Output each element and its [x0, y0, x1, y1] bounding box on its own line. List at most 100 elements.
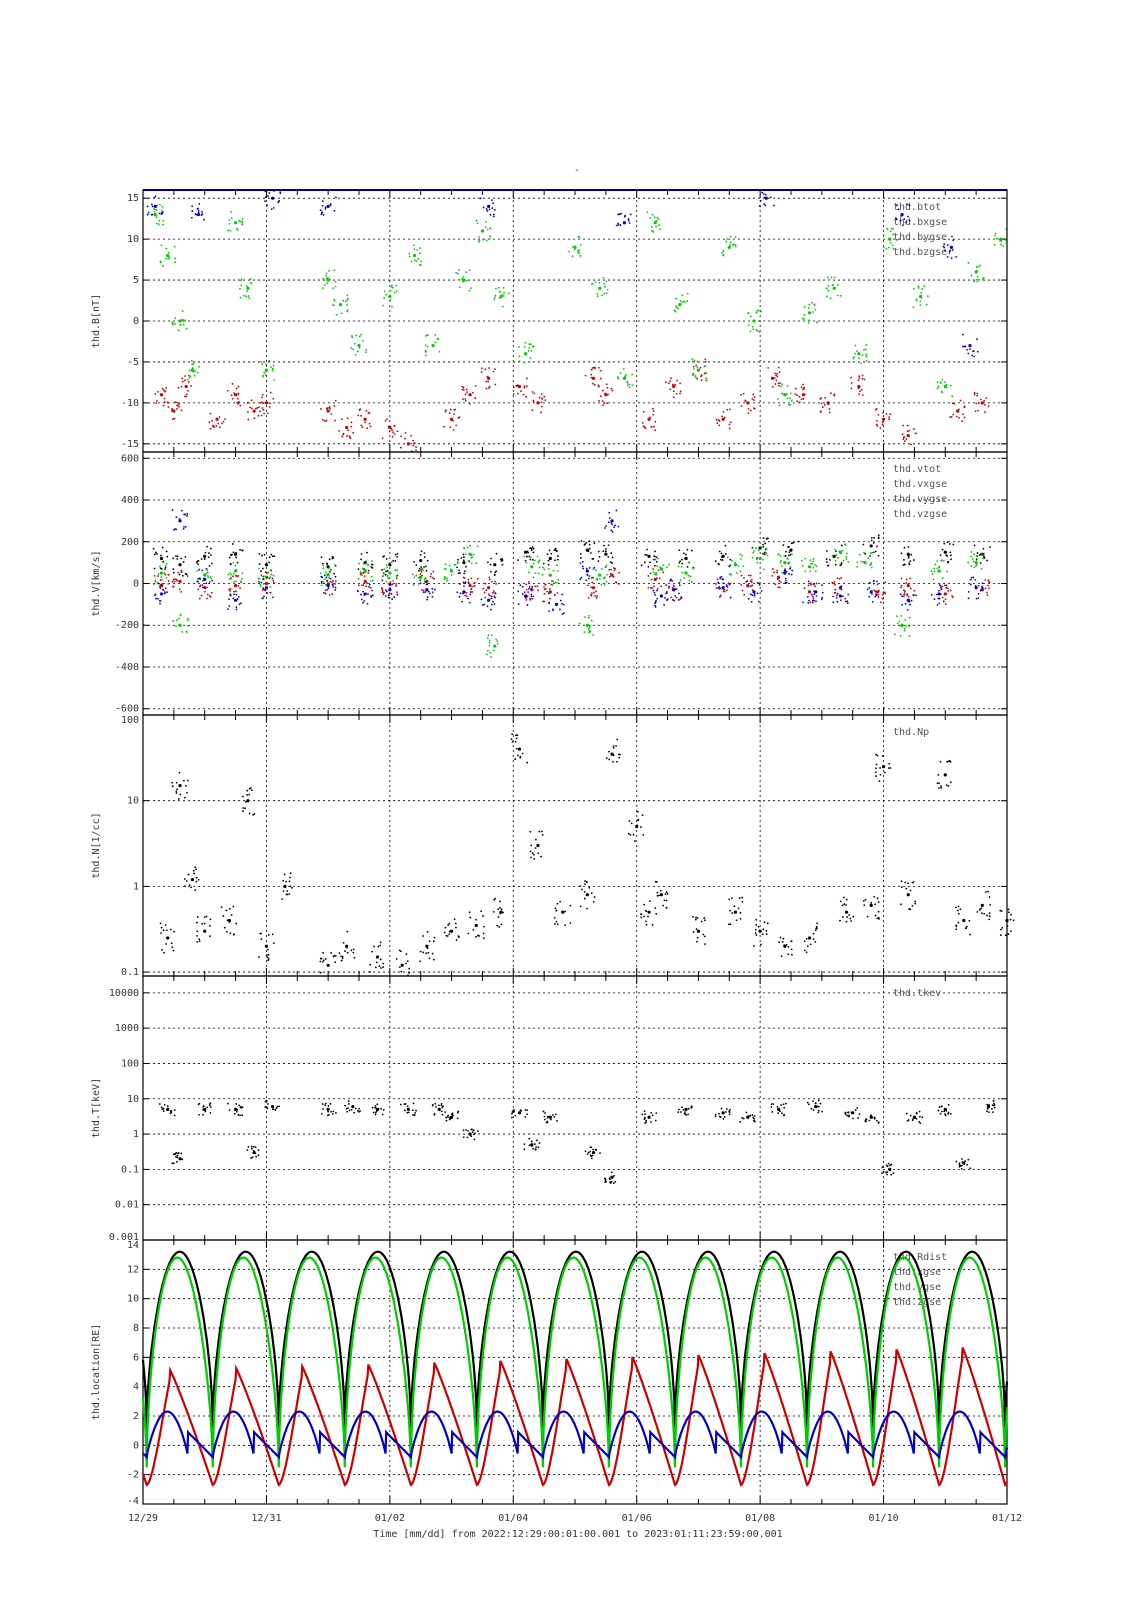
data-point — [755, 558, 758, 561]
data-point — [579, 553, 582, 555]
data-point — [976, 552, 979, 554]
data-point — [725, 240, 728, 243]
data-point — [530, 565, 534, 569]
data-point — [171, 321, 174, 324]
data-point — [483, 591, 486, 594]
data-point — [877, 536, 880, 539]
data-point — [725, 1108, 728, 1110]
data-point — [846, 916, 848, 918]
data-point — [196, 561, 198, 564]
data-point — [156, 552, 158, 555]
data-point — [892, 1172, 895, 1174]
data-point — [973, 355, 976, 358]
data-point — [209, 1112, 212, 1114]
data-point — [164, 591, 166, 594]
data-point — [576, 250, 579, 252]
data-point — [232, 562, 235, 564]
data-point — [254, 1146, 257, 1149]
data-point — [820, 410, 822, 413]
data-point — [462, 275, 465, 278]
data-point — [456, 591, 459, 594]
data-point — [427, 590, 430, 593]
data-point — [561, 602, 563, 605]
data-point — [371, 566, 374, 569]
data-point — [972, 350, 975, 353]
data-point — [320, 957, 323, 960]
data-point — [908, 603, 911, 606]
data-point — [973, 566, 976, 569]
data-point — [557, 578, 560, 581]
data-point — [385, 570, 387, 573]
data-point — [250, 1147, 253, 1150]
data-point — [599, 1152, 601, 1155]
data-point — [160, 244, 163, 247]
data-point — [961, 420, 963, 423]
data-point — [350, 425, 353, 428]
data-point — [477, 1130, 479, 1132]
data-point — [655, 1112, 658, 1115]
data-point — [677, 599, 680, 601]
data-point — [758, 929, 762, 933]
data-point — [631, 384, 634, 387]
data-point — [814, 1102, 817, 1105]
data-point — [273, 581, 275, 584]
data-point — [324, 206, 327, 209]
data-point — [765, 930, 768, 932]
data-point — [824, 396, 826, 399]
data-point — [751, 325, 754, 328]
data-point — [955, 928, 958, 931]
series-thd.vygse — [154, 543, 985, 658]
data-point — [588, 627, 590, 630]
data-point — [548, 602, 551, 605]
data-point — [771, 568, 774, 570]
data-point — [231, 382, 234, 385]
data-point — [848, 1114, 851, 1117]
data-point — [195, 213, 198, 216]
data-point — [381, 579, 384, 582]
data-point — [762, 552, 764, 555]
data-point — [674, 595, 677, 597]
data-point — [189, 375, 192, 378]
data-point — [468, 393, 472, 397]
data-point — [647, 565, 650, 568]
figure-title-mark: - — [574, 165, 580, 176]
data-point — [554, 907, 557, 910]
data-point — [237, 219, 240, 222]
data-point — [647, 1115, 651, 1119]
data-point — [769, 196, 772, 199]
data-point — [265, 954, 268, 957]
data-point — [848, 914, 851, 916]
data-point — [986, 1105, 991, 1109]
data-point — [939, 593, 942, 596]
data-point — [510, 738, 513, 741]
data-point — [228, 222, 231, 225]
data-point — [193, 872, 196, 875]
data-point — [242, 795, 244, 798]
data-point — [544, 1112, 546, 1114]
data-point — [783, 1114, 785, 1117]
data-point — [1005, 228, 1007, 231]
data-point — [1001, 926, 1004, 929]
data-point — [490, 656, 492, 658]
data-point — [678, 584, 681, 587]
data-point — [320, 556, 323, 559]
data-point — [329, 1102, 332, 1105]
data-point — [259, 410, 261, 413]
data-point — [218, 426, 221, 429]
data-point — [333, 954, 336, 957]
data-point — [986, 1103, 989, 1106]
data-point — [949, 760, 952, 763]
data-point — [197, 578, 200, 580]
data-point — [901, 595, 904, 597]
data-point — [600, 583, 603, 586]
data-point — [431, 587, 434, 590]
data-point — [871, 1116, 874, 1119]
data-point — [593, 591, 595, 594]
data-point — [874, 914, 877, 917]
data-point — [885, 412, 888, 415]
data-point — [840, 586, 842, 589]
data-point — [777, 366, 780, 369]
data-point — [804, 557, 807, 560]
y-tick-label: 2 — [133, 1411, 139, 1422]
data-point — [944, 1114, 947, 1117]
